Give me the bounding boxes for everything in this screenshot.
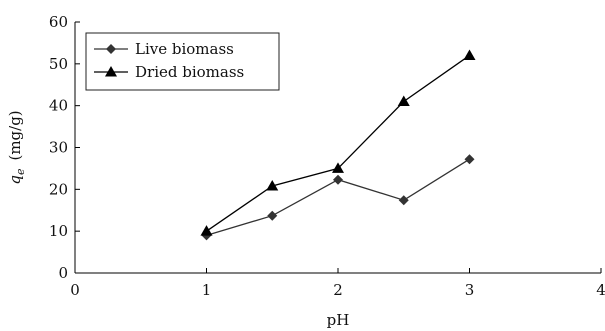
data-point [267, 210, 278, 221]
data-point [464, 154, 475, 165]
y-tick-label: 0 [58, 264, 68, 282]
series-dried-biomass [200, 49, 476, 236]
x-tick-label: 2 [333, 281, 343, 299]
y-tick-label: 30 [49, 139, 68, 157]
data-point [463, 49, 476, 60]
y-tick-label: 10 [49, 222, 68, 240]
y-tick-label: 60 [49, 13, 68, 31]
legend-entry: Dried biomass [94, 63, 244, 81]
y-axis-label-main: q [6, 175, 24, 185]
data-point [266, 179, 279, 191]
legend-entries: Live biomass Dried biomass [94, 40, 244, 81]
diamond-marker-icon [106, 44, 116, 54]
x-tick-label: 4 [596, 281, 605, 299]
y-axis-label: qe (mg/g) [6, 110, 27, 184]
x-axis-label: pH [327, 311, 350, 329]
legend-label: Dried biomass [135, 63, 244, 81]
legend-box [85, 32, 280, 91]
x-tick-label: 0 [70, 281, 80, 299]
data-point [332, 162, 344, 173]
series-live-biomass [201, 154, 475, 241]
triangle-marker-icon [105, 66, 117, 77]
legend: Live biomass Dried biomass [85, 32, 280, 91]
series-layer [200, 49, 476, 241]
x-tick-label: 3 [465, 281, 475, 299]
y-axis-label-units: (mg/g) [6, 110, 24, 160]
x-axis-ticks: 0 1 2 3 4 [70, 268, 605, 299]
data-point [200, 225, 213, 236]
legend-label: Live biomass [135, 40, 234, 58]
legend-entry: Live biomass [94, 40, 234, 58]
y-tick-label: 50 [49, 55, 68, 73]
data-point [333, 174, 343, 185]
y-tick-label: 20 [49, 180, 68, 198]
x-tick-label: 1 [202, 281, 212, 299]
y-axis-label-sub: e [14, 168, 27, 175]
data-point [397, 95, 410, 106]
data-point [398, 195, 409, 206]
y-axis-ticks: 0 10 20 30 40 50 60 [49, 13, 80, 282]
y-tick-label: 40 [49, 97, 68, 115]
